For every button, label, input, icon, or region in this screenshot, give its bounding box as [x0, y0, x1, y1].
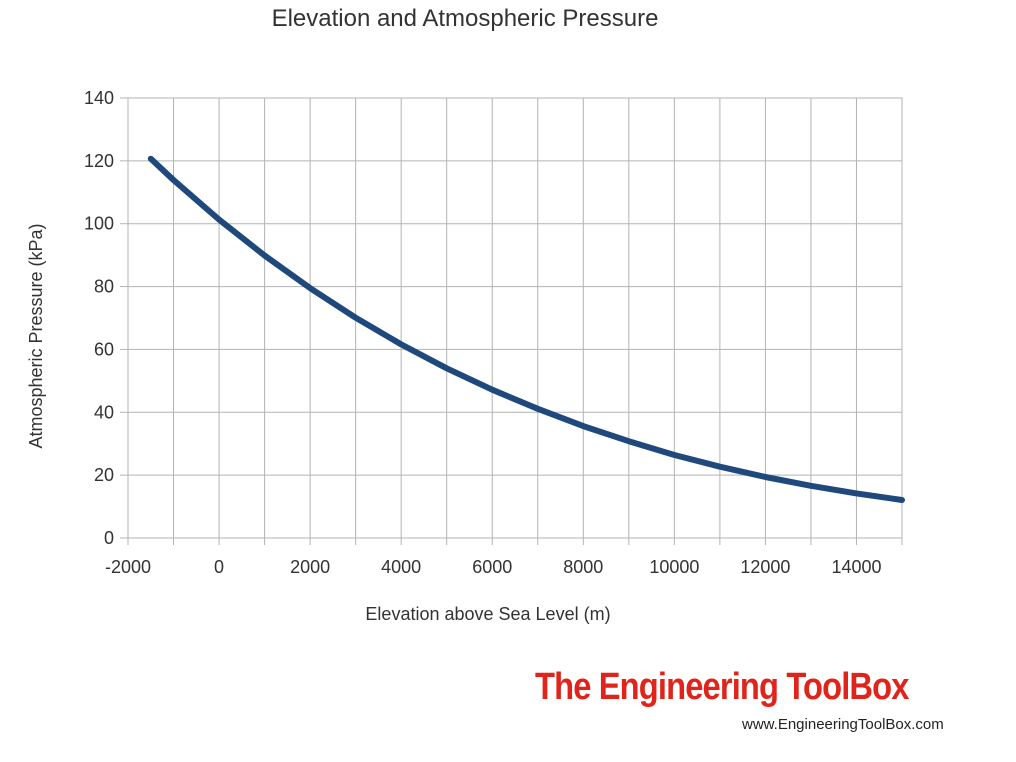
x-tick-label: -2000: [105, 557, 151, 577]
x-tick-label: 10000: [649, 557, 699, 577]
y-tick-label: 20: [94, 465, 114, 485]
y-tick-label: 40: [94, 402, 114, 422]
brand-logo: The Engineering ToolBox: [535, 666, 909, 708]
y-tick-label: 100: [84, 214, 114, 234]
y-tick-label: 60: [94, 339, 114, 359]
x-tick-label: 0: [214, 557, 224, 577]
x-tick-label: 6000: [472, 557, 512, 577]
chart-title: Elevation and Atmospheric Pressure: [272, 5, 659, 32]
x-tick-label: 4000: [381, 557, 421, 577]
x-axis: -2000 0 2000 4000 6000 8000 10000 12000 14000: [105, 538, 903, 577]
y-axis: 0 20 40 60 80 100 120 140: [84, 88, 128, 548]
y-tick-label: 0: [104, 528, 114, 548]
x-tick-label: 12000: [740, 557, 790, 577]
x-tick-label: 8000: [563, 557, 603, 577]
series-line: [147, 155, 905, 503]
grid: [127, 97, 903, 539]
y-axis-label: Atmospheric Pressure (kPa): [26, 223, 46, 448]
x-axis-label: Elevation above Sea Level (m): [365, 604, 610, 624]
brand-url: www.EngineeringToolBox.com: [742, 716, 944, 733]
x-tick-label: 2000: [290, 557, 330, 577]
y-tick-label: 80: [94, 277, 114, 297]
y-tick-label: 140: [84, 88, 114, 108]
plot-frame: [127, 97, 903, 539]
y-tick-label: 120: [84, 151, 114, 171]
x-tick-label: 14000: [831, 557, 881, 577]
